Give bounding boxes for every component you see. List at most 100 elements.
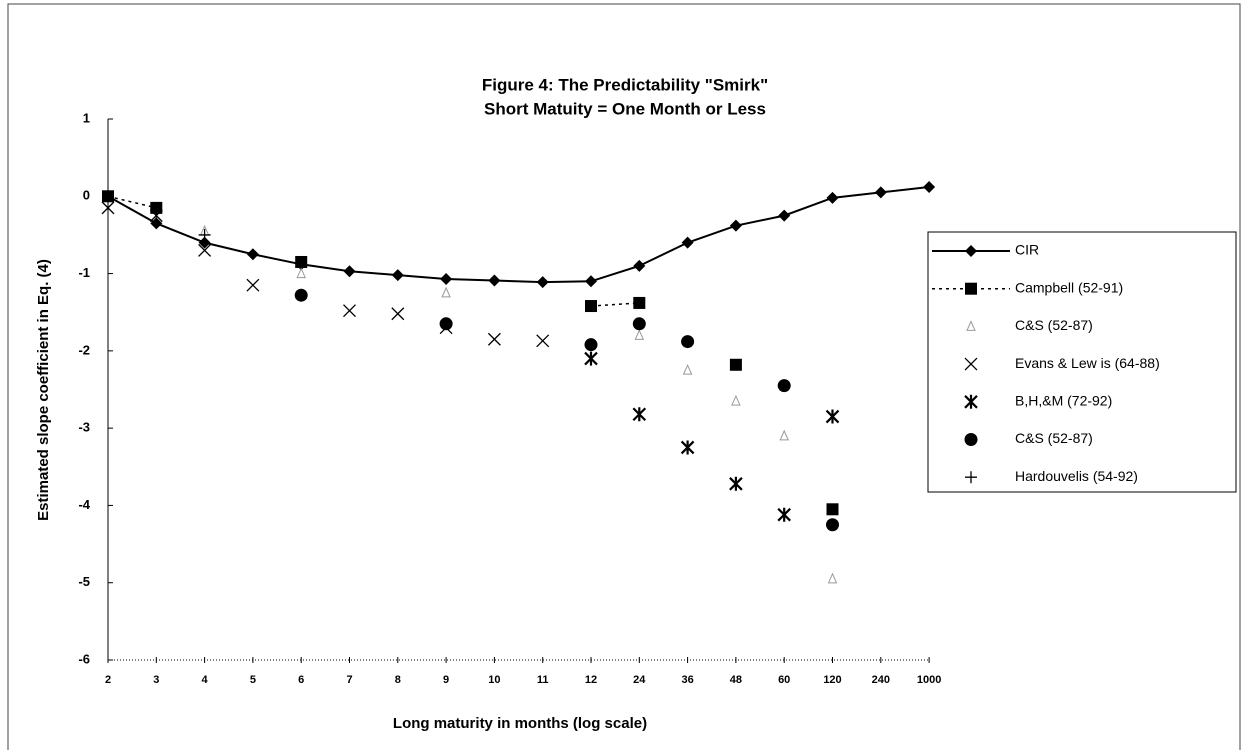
marker-circle (681, 335, 695, 349)
x-tick-label: 48 (730, 674, 742, 686)
marker-x (536, 334, 550, 348)
marker-circle (826, 518, 839, 532)
marker-x (391, 307, 405, 321)
marker-diamond (585, 275, 597, 288)
marker-diamond (488, 274, 501, 287)
marker-x (964, 357, 978, 371)
marker-triangle (682, 363, 693, 375)
marker-circle (777, 379, 791, 393)
x-tick-label: 8 (395, 674, 401, 686)
x-tick-label: 11 (537, 674, 549, 686)
y-tick-label: -3 (78, 420, 90, 435)
y-tick-label: -1 (78, 265, 90, 280)
marker-star (777, 507, 791, 522)
marker-plus (965, 471, 977, 484)
marker-triangle (779, 429, 789, 441)
marker-circle (584, 338, 598, 352)
marker-star (680, 440, 695, 455)
series-line (107, 186, 930, 284)
marker-star (584, 351, 598, 366)
x-tick-label: 60 (778, 674, 790, 686)
legend-label: Campbell (52-91) (1015, 279, 1123, 295)
legend-label: C&S (52-87) (1015, 317, 1093, 333)
y-tick-label: 0 (83, 188, 90, 203)
marker-star (632, 407, 647, 422)
marker-plus (198, 228, 211, 241)
marker-triangle (634, 329, 645, 340)
x-tick-label: 36 (681, 674, 693, 686)
chart-subtitle: Short Matuity = One Month or Less (484, 99, 766, 118)
marker-diamond (874, 186, 887, 199)
x-tick-label: 5 (250, 674, 256, 686)
marker-triangle (296, 267, 306, 279)
marker-square (585, 300, 597, 313)
y-tick-label: 1 (83, 110, 90, 125)
marker-triangle (441, 286, 451, 298)
marker-square (729, 358, 742, 371)
y-tick-label: -4 (78, 497, 90, 512)
x-tick-label: 7 (346, 674, 352, 686)
y-tick-label: -6 (78, 651, 90, 666)
y-axis-label: Estimated slope coefficient in Eq. (4) (35, 259, 52, 521)
marker-diamond (965, 245, 977, 257)
x-tick-label: 12 (585, 674, 597, 686)
marker-diamond (923, 181, 936, 194)
marker-star (729, 476, 743, 491)
marker-diamond (150, 217, 163, 230)
legend-label: B,H,&M (72-92) (1015, 393, 1112, 409)
marker-square (826, 503, 839, 516)
marker-circle (439, 317, 453, 331)
marker-square (633, 296, 646, 309)
marker-plus (150, 205, 163, 218)
marker-star (825, 409, 840, 424)
marker-x (101, 201, 115, 215)
frame (7, 3, 1241, 755)
marker-x (246, 278, 260, 292)
marker-triangle (827, 572, 838, 584)
marker-x (487, 332, 501, 346)
x-tick-label: 3 (153, 674, 159, 686)
marker-diamond (729, 219, 742, 232)
marker-diamond (681, 236, 694, 249)
x-tick-label: 4 (202, 674, 209, 686)
marker-diamond (778, 209, 791, 222)
y-tick-label: -2 (78, 342, 90, 357)
marker-circle (964, 433, 978, 446)
marker-diamond (391, 269, 404, 282)
legend-box (927, 231, 1237, 493)
x-tick-label: 2 (105, 674, 111, 686)
marker-triangle (966, 320, 976, 331)
x-tick-label: 10 (488, 674, 500, 686)
x-axis-label: Long maturity in months (log scale) (393, 715, 647, 732)
marker-diamond (826, 191, 839, 204)
legend-label: CIR (1015, 242, 1039, 258)
chart-title: Figure 4: The Predictability "Smirk" (482, 75, 768, 94)
marker-diamond (440, 272, 453, 285)
x-tick-label: 240 (872, 674, 890, 686)
legend-label: Evans & Lew is (64-88) (1015, 355, 1160, 371)
y-tick-label: -5 (78, 574, 90, 589)
x-tick-label: 1000 (917, 674, 941, 686)
marker-diamond (633, 259, 646, 272)
marker-x (343, 304, 356, 318)
marker-circle (632, 317, 646, 331)
x-tick-label: 120 (823, 674, 841, 686)
x-tick-label: 9 (443, 674, 449, 686)
marker-diamond (536, 276, 549, 289)
marker-square (102, 190, 114, 203)
legend-label: C&S (52-87) (1015, 430, 1093, 446)
x-tick-label: 6 (298, 674, 304, 686)
marker-star (964, 394, 978, 409)
marker-x (198, 243, 212, 257)
legend-label: Hardouvelis (54-92) (1015, 468, 1138, 484)
marker-diamond (246, 248, 259, 261)
marker-triangle (731, 394, 741, 406)
marker-circle (294, 288, 308, 302)
marker-square (295, 255, 308, 268)
x-tick-label: 24 (633, 674, 646, 686)
marker-diamond (198, 236, 211, 249)
series-line (108, 196, 833, 509)
marker-square (965, 282, 977, 295)
marker-diamond (343, 265, 356, 278)
